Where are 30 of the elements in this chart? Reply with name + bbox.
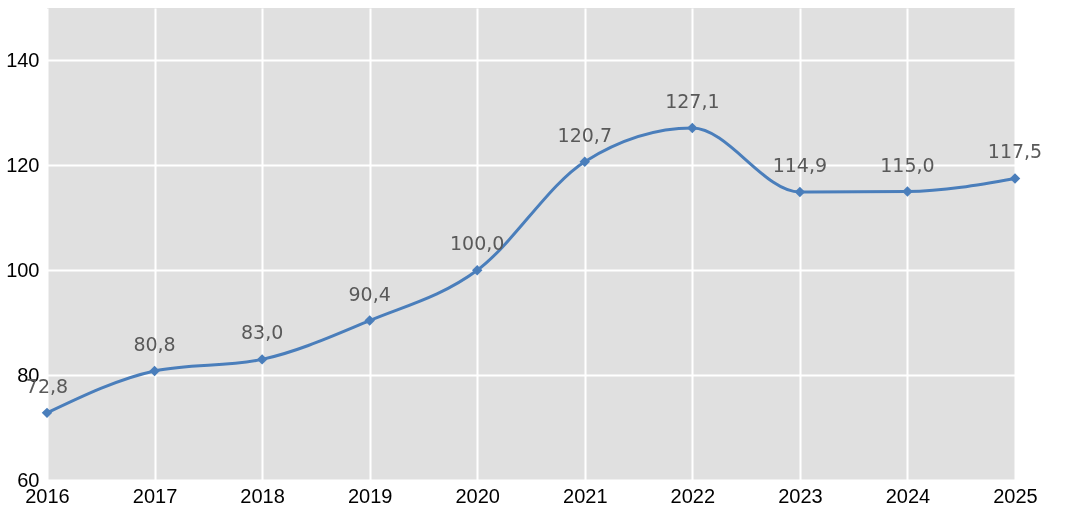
- x-tick-label: 2017: [132, 484, 178, 507]
- x-tick-label: 2020: [455, 484, 500, 507]
- data-label: 114,9: [772, 154, 828, 177]
- point: [471, 264, 483, 276]
- data-label: 120,7: [557, 123, 612, 146]
- data-label: 100,0: [450, 232, 505, 255]
- point: [687, 122, 698, 134]
- data-label: 90,4: [348, 282, 391, 305]
- data-label: 117,5: [987, 140, 1043, 163]
- x-tick-label: 2023: [778, 484, 823, 507]
- y-tick-label: 100: [6, 258, 40, 281]
- x-tick-label: 2021: [563, 484, 608, 507]
- point: [1009, 173, 1021, 184]
- data-label: 127,1: [665, 90, 720, 113]
- x-tick-label: 2025: [993, 484, 1038, 507]
- point: [579, 156, 591, 167]
- x-tick-label: 2022: [670, 484, 716, 507]
- x-tick-label: 2019: [347, 484, 393, 507]
- point: [149, 365, 160, 377]
- y-tick-label: 120: [6, 153, 40, 176]
- data-label: 83,0: [240, 321, 284, 344]
- data-label: 115,0: [880, 153, 935, 176]
- data-label: 80,8: [133, 332, 176, 355]
- point: [41, 407, 53, 419]
- x-tick-label: 2024: [885, 484, 931, 507]
- y-tick-label: 140: [6, 48, 40, 71]
- point: [256, 354, 268, 365]
- point: [902, 186, 913, 197]
- x-tick-label: 2018: [240, 484, 285, 507]
- point: [364, 315, 375, 326]
